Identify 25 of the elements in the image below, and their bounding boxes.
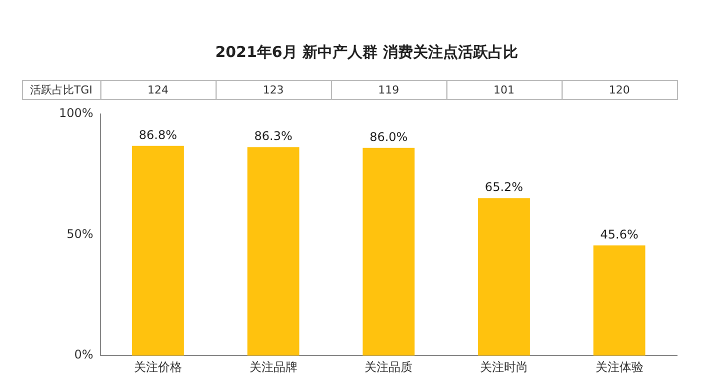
x-tick-label: 关注品质 bbox=[364, 360, 413, 374]
text: 活跃占比TGI bbox=[30, 83, 92, 96]
text: 119 bbox=[378, 83, 400, 96]
data-label: 86.3% bbox=[254, 129, 292, 144]
bar bbox=[247, 147, 300, 356]
x-tick-label: 关注时尚 bbox=[480, 360, 528, 374]
bar bbox=[593, 245, 646, 356]
x-tick-label: 关注价格 bbox=[134, 360, 182, 374]
bar bbox=[362, 148, 415, 356]
y-tick-label: 100% bbox=[58, 106, 94, 120]
data-label: 45.6% bbox=[600, 228, 638, 242]
text: 123 bbox=[262, 83, 284, 96]
text: 124 bbox=[147, 83, 168, 96]
chart-title: 2021年6月 新中产人群 消费关注点活跃占比 bbox=[215, 42, 518, 61]
text: 101 bbox=[493, 83, 514, 96]
bar bbox=[132, 146, 184, 356]
text: 120 bbox=[608, 83, 630, 96]
data-label: 86.0% bbox=[370, 130, 408, 144]
y-tick-label: 0% bbox=[74, 348, 94, 362]
y-tick-label: 50% bbox=[66, 226, 94, 241]
x-tick-label: 关注品牌 bbox=[249, 360, 298, 374]
x-tick-label: 关注体验 bbox=[595, 360, 644, 374]
data-label: 65.2% bbox=[484, 180, 524, 194]
data-label: 86.8% bbox=[138, 128, 178, 142]
bar bbox=[478, 198, 530, 356]
